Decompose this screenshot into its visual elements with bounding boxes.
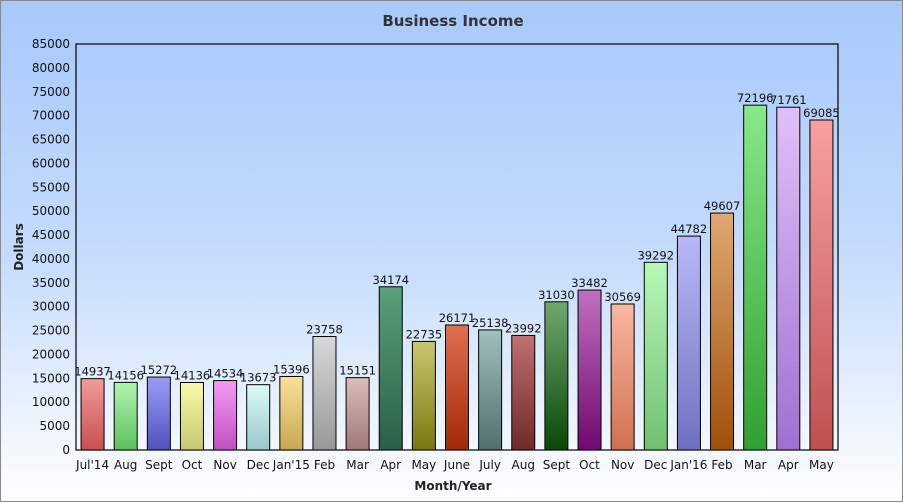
data-label: 34174 <box>372 273 409 287</box>
y-tick-label: 65000 <box>32 133 70 147</box>
x-axis-label: Month/Year <box>414 479 491 493</box>
x-tick-label: Apr <box>380 458 401 472</box>
y-tick-label: 10000 <box>32 395 70 409</box>
x-tick-label: Mar <box>346 458 369 472</box>
y-tick-label: 35000 <box>32 276 70 290</box>
y-tick-label: 5000 <box>39 419 70 433</box>
bar <box>445 324 469 451</box>
data-label: 69085 <box>803 106 840 120</box>
x-tick-label: July <box>478 458 501 472</box>
y-tick-label: 70000 <box>32 109 70 123</box>
y-tick-label: 0 <box>62 443 70 457</box>
x-tick-label: Dec <box>247 458 270 472</box>
x-tick-label: Jan'16 <box>669 458 707 472</box>
x-tick-label: Oct <box>182 458 203 472</box>
data-label: 72196 <box>737 91 774 105</box>
data-label: 22735 <box>406 327 443 341</box>
data-label: 44782 <box>671 222 708 236</box>
x-tick-label: Mar <box>744 458 767 472</box>
x-tick-label: Jul'14 <box>75 458 109 472</box>
bar <box>776 106 801 451</box>
x-tick-label: Aug <box>512 458 535 472</box>
x-tick-label: Sept <box>145 458 173 472</box>
x-tick-label: Nov <box>213 458 236 472</box>
bar <box>411 340 436 451</box>
y-tick-label: 50000 <box>32 204 70 218</box>
data-label: 31030 <box>538 288 575 302</box>
x-tick-label: Apr <box>778 458 799 472</box>
bar <box>146 376 171 451</box>
bar <box>80 378 105 451</box>
data-label: 33482 <box>571 276 608 290</box>
data-label: 13673 <box>240 371 277 385</box>
bar <box>511 334 536 451</box>
bar <box>643 261 668 451</box>
x-tick-label: May <box>809 458 834 472</box>
bar <box>179 381 204 451</box>
bar <box>544 301 569 451</box>
x-tick-label: Sept <box>543 458 571 472</box>
bar <box>246 384 271 451</box>
bar <box>378 286 403 451</box>
x-tick-label: Feb <box>314 458 335 472</box>
bar <box>478 329 503 451</box>
data-label: 14156 <box>107 368 144 382</box>
y-tick-label: 60000 <box>32 156 70 170</box>
x-tick-label: Feb <box>711 458 732 472</box>
x-tick-label: Aug <box>114 458 137 472</box>
data-label: 15396 <box>273 362 310 376</box>
y-tick-label: 85000 <box>32 37 70 51</box>
bar <box>577 289 602 451</box>
bar <box>676 235 701 451</box>
y-tick-label: 30000 <box>32 300 70 314</box>
data-label: 14937 <box>74 365 111 379</box>
y-axis-label: Dollars <box>12 223 26 271</box>
y-tick-label: 55000 <box>32 180 70 194</box>
data-label: 14534 <box>207 367 244 381</box>
data-label: 26171 <box>439 311 476 325</box>
bar <box>610 303 635 451</box>
bar <box>113 381 138 451</box>
x-tick-label: Oct <box>579 458 600 472</box>
data-label: 30569 <box>604 290 641 304</box>
bar <box>345 377 370 451</box>
data-label: 49607 <box>704 199 741 213</box>
y-tick-label: 80000 <box>32 61 70 75</box>
x-tick-label: May <box>411 458 436 472</box>
data-label: 23992 <box>505 321 542 335</box>
bar <box>710 212 735 451</box>
y-tick-label: 75000 <box>32 85 70 99</box>
bar <box>279 375 304 451</box>
y-tick-label: 40000 <box>32 252 70 266</box>
x-tick-label: June <box>443 458 470 472</box>
bar <box>809 119 834 451</box>
data-label: 14136 <box>174 368 211 382</box>
chart-title: Business Income <box>382 12 523 30</box>
bar <box>213 380 238 451</box>
y-tick-label: 45000 <box>32 228 70 242</box>
y-tick-label: 20000 <box>32 347 70 361</box>
x-tick-label: Dec <box>644 458 667 472</box>
data-label: 15272 <box>141 363 178 377</box>
y-tick-label: 25000 <box>32 324 70 338</box>
data-label: 39292 <box>637 248 674 262</box>
x-tick-label: Nov <box>611 458 634 472</box>
bar <box>312 336 337 451</box>
x-tick-label: Jan'15 <box>272 458 310 472</box>
y-tick-label: 15000 <box>32 371 70 385</box>
data-label: 23758 <box>306 323 343 337</box>
bar <box>743 104 768 451</box>
data-label: 15151 <box>339 364 376 378</box>
data-label: 71761 <box>770 93 807 107</box>
data-label: 25138 <box>472 316 509 330</box>
